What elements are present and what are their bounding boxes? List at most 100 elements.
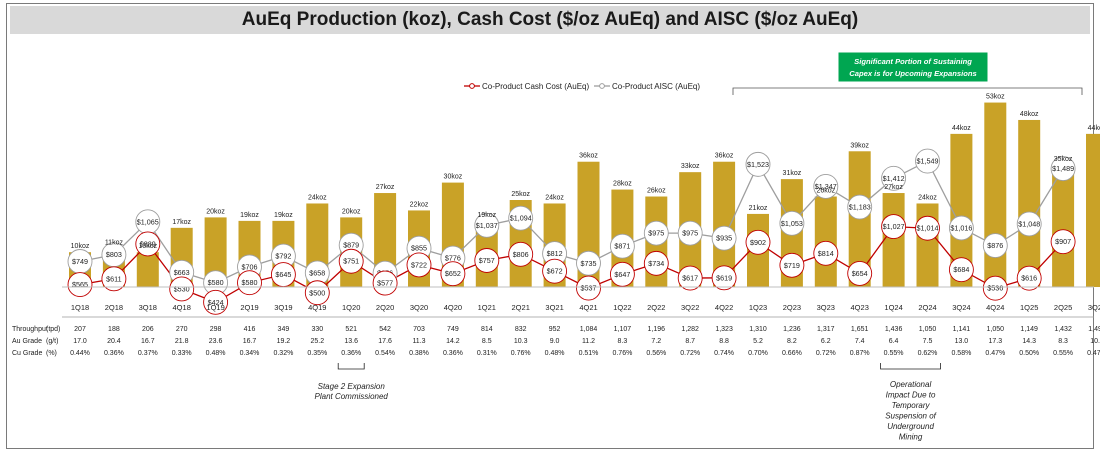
production-label: 44koz [952, 125, 971, 132]
production-label: 27koz [376, 184, 395, 191]
table-cell: 0.55% [1053, 350, 1073, 357]
stage2-annotation: Stage 2 Expansion [318, 382, 386, 391]
operational-annotation: Suspension of [885, 412, 936, 421]
x-tick-label: 1Q20 [342, 303, 360, 312]
table-cell: 521 [345, 326, 357, 333]
table-cell: 6.2 [821, 338, 831, 345]
table-cell: 416 [244, 326, 256, 333]
table-cell: 1,651 [851, 326, 869, 333]
production-label: 44koz [1088, 125, 1100, 132]
production-label: 19koz [240, 212, 259, 219]
legend-cash-cost-label: Co-Product Cash Cost (AuEq) [482, 82, 589, 91]
aisc-label: $975 [648, 229, 664, 238]
cash-cost-marker [372, 270, 398, 296]
cash-cost-marker [338, 248, 364, 274]
table-cell: 0.72% [816, 350, 836, 357]
x-tick-label: 4Q20 [444, 303, 462, 312]
table-cell: 0.51% [579, 350, 599, 357]
table-cell: 5.2 [753, 338, 763, 345]
production-label: 22koz [410, 201, 429, 208]
table-cell: 17.0 [73, 338, 87, 345]
cash-cost-label: $619 [716, 273, 732, 282]
table-cell: 1,317 [817, 326, 835, 333]
x-tick-label: 2Q24 [918, 303, 936, 312]
cash-cost-label: $537 [581, 284, 597, 293]
table-cell: 20.4 [107, 338, 121, 345]
operational-bracket [880, 363, 941, 370]
table-cell: 1,236 [783, 326, 801, 333]
x-tick-label: 3Q21 [545, 303, 563, 312]
cash-cost-marker [982, 275, 1008, 301]
table-cell: 349 [278, 326, 290, 333]
table-cell: 952 [549, 326, 561, 333]
table-cell: 0.54% [375, 350, 395, 357]
aisc-label: $1,048 [1018, 219, 1040, 228]
cash-cost-marker [915, 215, 940, 241]
cash-cost-label: $734 [648, 259, 664, 268]
table-cell: 832 [515, 326, 527, 333]
table-cell: 0.76% [511, 350, 531, 357]
table-cell: 9.0 [550, 338, 560, 345]
table-cell: 0.55% [884, 350, 904, 357]
cash-cost-label: $1,014 [917, 224, 939, 233]
table-cell: 6.4 [889, 338, 899, 345]
table-cell: 14.3 [1022, 338, 1036, 345]
cash-cost-marker [677, 265, 703, 291]
aisc-label: $855 [411, 244, 427, 253]
table-row-label: Cu Grade [12, 350, 42, 357]
table-cell: 0.38% [409, 350, 429, 357]
aisc-marker [643, 220, 669, 246]
cash-cost-marker [576, 275, 601, 301]
aisc-label: $1,523 [747, 160, 769, 169]
table-cell: 11.2 [582, 338, 595, 345]
stage2-annotation: Plant Commissioned [315, 392, 389, 401]
table-cell: 11.3 [412, 338, 425, 345]
production-label: 20koz [342, 208, 361, 215]
production-bar [204, 217, 227, 287]
x-tick-label: 1Q25 [1020, 303, 1038, 312]
cash-cost-label: $814 [818, 249, 834, 258]
aisc-marker [711, 225, 737, 251]
cash-cost-label: $611 [106, 274, 121, 283]
production-label: 26koz [816, 188, 835, 195]
production-label: 19koz [477, 212, 496, 219]
cash-cost-marker [1016, 265, 1042, 291]
table-cell: 1,141 [953, 326, 971, 333]
aisc-label: $749 [72, 257, 88, 266]
x-tick-label: 4Q19 [308, 303, 326, 312]
cash-cost-label: $565 [72, 280, 88, 289]
aisc-line [79, 160, 1064, 284]
cash-cost-label: $757 [479, 256, 495, 265]
production-label: 21koz [749, 205, 768, 212]
aisc-label: $706 [242, 262, 258, 271]
production-bar [984, 102, 1007, 287]
cash-cost-label: $806 [513, 250, 529, 259]
x-tick-label: 2Q21 [512, 303, 530, 312]
table-cell: 1,084 [580, 326, 598, 333]
production-bar [882, 193, 905, 287]
callout-box [837, 51, 989, 83]
aisc-marker [508, 205, 534, 231]
cash-cost-label: $530 [174, 284, 190, 293]
operational-annotation: Mining [899, 433, 923, 442]
aisc-label: $1,412 [883, 174, 905, 183]
aisc-label: $1,183 [849, 203, 871, 212]
cash-cost-label: $672 [547, 267, 563, 276]
cash-cost-marker [711, 265, 737, 291]
cash-cost-marker [779, 252, 805, 278]
production-label: 24koz [545, 194, 564, 201]
x-tick-label: 2Q20 [376, 303, 394, 312]
aisc-label: $1,549 [917, 157, 939, 166]
production-label: 24koz [308, 194, 327, 201]
cash-cost-label: $647 [614, 270, 630, 279]
table-cell: 13.0 [955, 338, 969, 345]
production-label: 35koz [1054, 156, 1073, 163]
cash-cost-label: $652 [445, 269, 461, 278]
x-tick-label: 2Q19 [240, 303, 258, 312]
aisc-label: $935 [716, 234, 732, 243]
aisc-marker [847, 194, 873, 220]
table-cell: 1,149 [1020, 326, 1038, 333]
x-tick-label: 1Q24 [884, 303, 902, 312]
aisc-label: $663 [174, 268, 190, 277]
x-tick-label: 3Q24 [952, 303, 970, 312]
